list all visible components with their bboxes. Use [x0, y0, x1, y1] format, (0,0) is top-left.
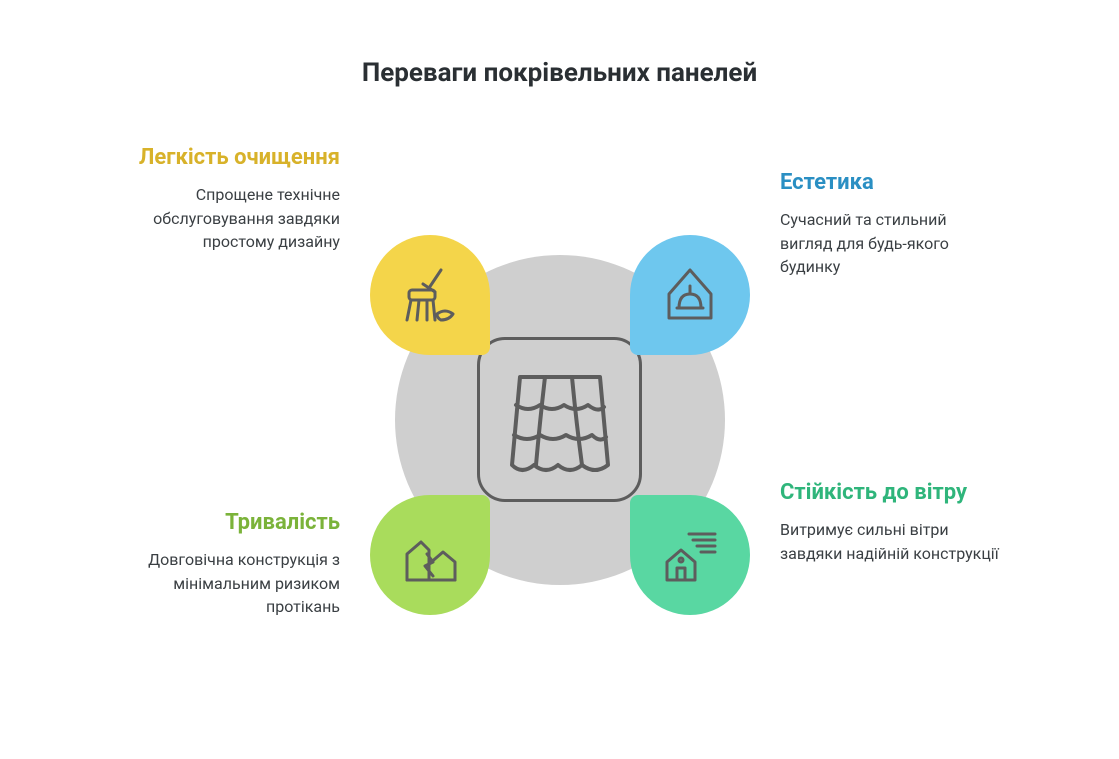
broom-clean-icon	[399, 264, 461, 326]
benefit-heading: Тривалість	[120, 510, 340, 536]
benefit-desc: Довговічна конструкція з мінімальним риз…	[120, 548, 340, 618]
roof-tiles-icon	[500, 365, 620, 475]
benefit-text-cleaning: Легкість очищення Спрощене технічне обсл…	[120, 145, 340, 253]
benefit-text-wind: Стійкість до вітру Витримує сильні вітри…	[780, 480, 1000, 565]
benefit-drop-wind	[630, 495, 750, 615]
benefit-heading: Стійкість до вітру	[780, 480, 1000, 506]
house-helmet-icon	[659, 264, 721, 326]
benefit-drop-aesthetics	[630, 235, 750, 355]
benefit-drop-durability	[370, 495, 490, 615]
benefit-desc: Витримує сильні вітри завдяки надійній к…	[780, 518, 1000, 564]
house-wind-icon	[659, 524, 721, 586]
benefit-desc: Сучасний та стильний вигляд для будь-яко…	[780, 208, 1000, 278]
benefit-heading: Естетика	[780, 170, 1000, 196]
page-title: Переваги покрівельних панелей	[0, 58, 1119, 88]
benefit-heading: Легкість очищення	[120, 145, 340, 171]
house-crack-icon	[399, 524, 461, 586]
benefit-drop-cleaning	[370, 235, 490, 355]
center-icon-box	[477, 337, 642, 502]
benefit-text-aesthetics: Естетика Сучасний та стильний вигляд для…	[780, 170, 1000, 278]
benefit-text-durability: Тривалість Довговічна конструкція з міні…	[120, 510, 340, 618]
benefit-desc: Спрощене технічне обслуговування завдяки…	[120, 183, 340, 253]
